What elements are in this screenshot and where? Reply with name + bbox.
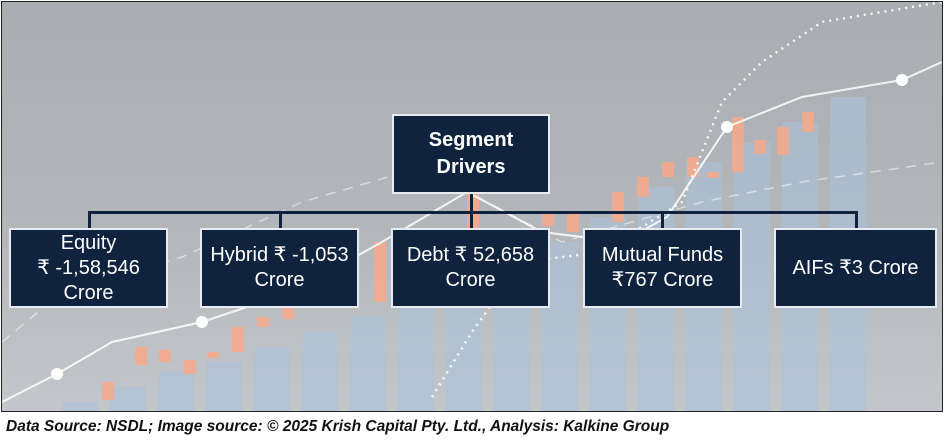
background-candle xyxy=(754,140,766,154)
background-candle xyxy=(707,172,719,178)
background-dotted-line xyxy=(430,2,942,398)
equity-node: Equity ₹ -1,58,546 Crore xyxy=(9,228,168,308)
background-candle xyxy=(374,242,386,302)
diagram-frame: Segment Drivers Equity ₹ -1,58,546 Crore Hy… xyxy=(1,1,943,412)
background-candle xyxy=(802,112,814,132)
connector-hybrid xyxy=(279,211,282,229)
background-candle xyxy=(662,162,674,177)
background-bar xyxy=(62,402,98,411)
mutual-funds-value: ₹767 Crore xyxy=(611,269,714,291)
background-bar xyxy=(254,347,290,411)
equity-unit: Crore xyxy=(63,281,114,304)
connector-equity xyxy=(88,211,91,229)
background-candle xyxy=(184,360,196,374)
connector-aifs xyxy=(855,211,858,229)
debt-node: Debt ₹ 52,658 Crore xyxy=(391,228,550,308)
background-bar xyxy=(302,332,338,411)
connector-horizontal xyxy=(88,211,858,214)
connector-root xyxy=(470,194,473,212)
background-candle xyxy=(102,382,114,400)
mutual-funds-node: Mutual Funds ₹767 Crore xyxy=(583,228,742,308)
connector-debt xyxy=(470,211,473,229)
root-line-2: Drivers xyxy=(436,156,506,178)
background-point xyxy=(196,316,208,328)
aifs-value: AIFs ₹3 Crore xyxy=(792,256,919,279)
background-candle xyxy=(207,352,219,358)
background-bar xyxy=(350,317,386,411)
equity-label: Equity xyxy=(60,231,117,254)
background-bar xyxy=(158,372,194,411)
background-point xyxy=(51,368,63,380)
debt-value: Debt ₹ 52,658 xyxy=(406,244,535,266)
background-candle xyxy=(232,327,244,352)
mutual-funds-label: Mutual Funds xyxy=(601,244,724,266)
background-candle xyxy=(542,212,554,226)
background-candle xyxy=(732,117,744,172)
hybrid-node: Hybrid ₹ -1,053 Crore xyxy=(200,228,359,308)
aifs-node: AIFs ₹3 Crore xyxy=(774,228,937,308)
background-bar xyxy=(398,302,434,411)
background-point xyxy=(721,121,733,133)
hybrid-value: Hybrid ₹ -1,053 xyxy=(210,244,349,266)
equity-value: ₹ -1,58,546 xyxy=(37,256,140,279)
background-candle xyxy=(612,192,624,222)
background-candle xyxy=(257,317,269,327)
debt-unit: Crore xyxy=(445,269,496,291)
background-bar xyxy=(206,362,242,411)
background-candle xyxy=(567,212,579,232)
background-candle xyxy=(637,177,649,197)
background-candle xyxy=(282,307,294,319)
root-line-1: Segment xyxy=(428,129,514,151)
background-dashed-line xyxy=(2,161,942,343)
background-candle xyxy=(777,127,789,155)
source-caption: Data Source: NSDL; Image source: © 2025 … xyxy=(6,418,670,435)
hybrid-unit: Crore xyxy=(254,269,305,291)
background-bar xyxy=(110,387,146,411)
background-point xyxy=(896,74,908,86)
segment-drivers-node: Segment Drivers xyxy=(392,114,550,194)
background-candle xyxy=(135,347,147,365)
background-candle xyxy=(159,350,171,362)
background-candle xyxy=(687,157,699,177)
connector-mutual-funds xyxy=(661,211,664,229)
